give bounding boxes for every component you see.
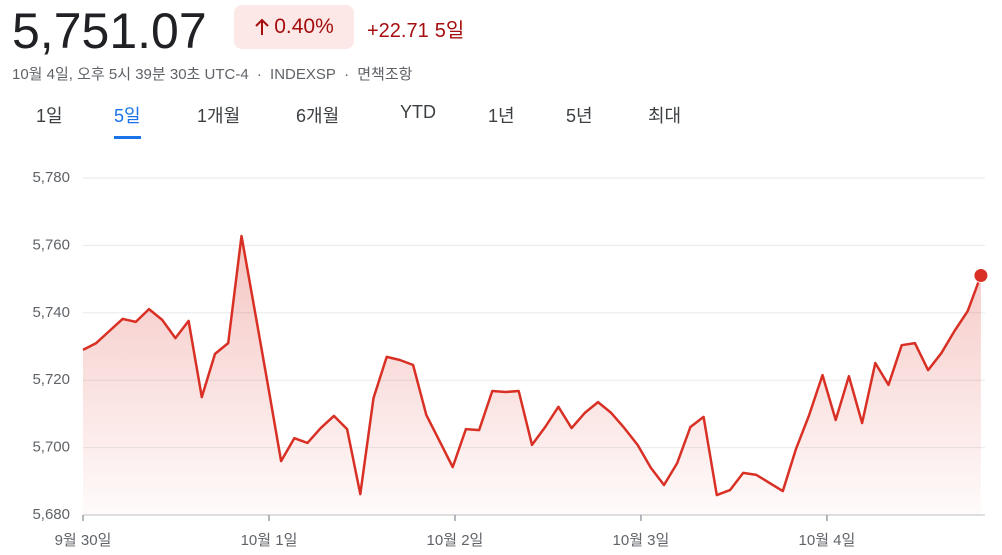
range-tab[interactable]: 1개월 xyxy=(197,106,241,126)
change-percent: 0.40% xyxy=(274,15,334,38)
chart: 5,680 5,700 5,720 5,740 5,760 5,780 9월 30일 10월 … xyxy=(32,169,989,549)
y-tick-label: 5,740 xyxy=(32,304,70,321)
change-badge: 0.40% xyxy=(234,5,354,49)
range-tab[interactable]: 6개월 xyxy=(296,106,340,126)
y-tick-label: 5,720 xyxy=(32,371,70,388)
x-tick-label: 10월 4일 xyxy=(799,532,856,549)
disclaimer[interactable]: 면책조항 xyxy=(357,66,413,83)
range-tab[interactable]: 1일 xyxy=(36,106,63,126)
y-tick-label: 5,680 xyxy=(32,506,70,523)
y-tick-label: 5,700 xyxy=(32,439,70,456)
y-tick-label: 5,760 xyxy=(32,236,70,253)
separator: · xyxy=(256,66,262,83)
last-point xyxy=(973,267,989,283)
price: 5,751.07 xyxy=(12,3,207,59)
range-tab[interactable]: 5년 xyxy=(566,106,593,126)
separator: · xyxy=(344,66,350,83)
change: +22.71 5일 xyxy=(367,14,470,43)
meta: 10월 4일, 오후 5시 39분 30초 UTC-4 · INDEXSP · … xyxy=(12,63,416,84)
timestamp: 10월 4일, 오후 5시 39분 30초 UTC-4 xyxy=(12,66,249,83)
exchange: INDEXSP xyxy=(270,66,336,83)
range-tabs: 1일 5일 1개월 6개월 YTD 1년 5년 최대 xyxy=(0,102,1002,139)
change-value: +22.71 xyxy=(367,20,429,42)
area xyxy=(83,236,981,515)
change-period: 5일 xyxy=(434,20,465,42)
x-tick-label: 10월 1일 xyxy=(241,532,298,549)
range-tab[interactable]: 5일 xyxy=(114,102,141,139)
up-arrow xyxy=(255,18,269,35)
x-tick-label: 9월 30일 xyxy=(55,532,112,549)
price-line xyxy=(82,234,983,497)
y-tick-label: 5,780 xyxy=(32,169,70,186)
range-tab[interactable]: 1년 xyxy=(488,106,515,126)
x-tick-label: 10월 2일 xyxy=(427,532,484,549)
range-tab[interactable]: YTD xyxy=(400,102,436,122)
x-tick-label: 10월 3일 xyxy=(613,532,670,549)
range-tab[interactable]: 최대 xyxy=(648,106,682,126)
